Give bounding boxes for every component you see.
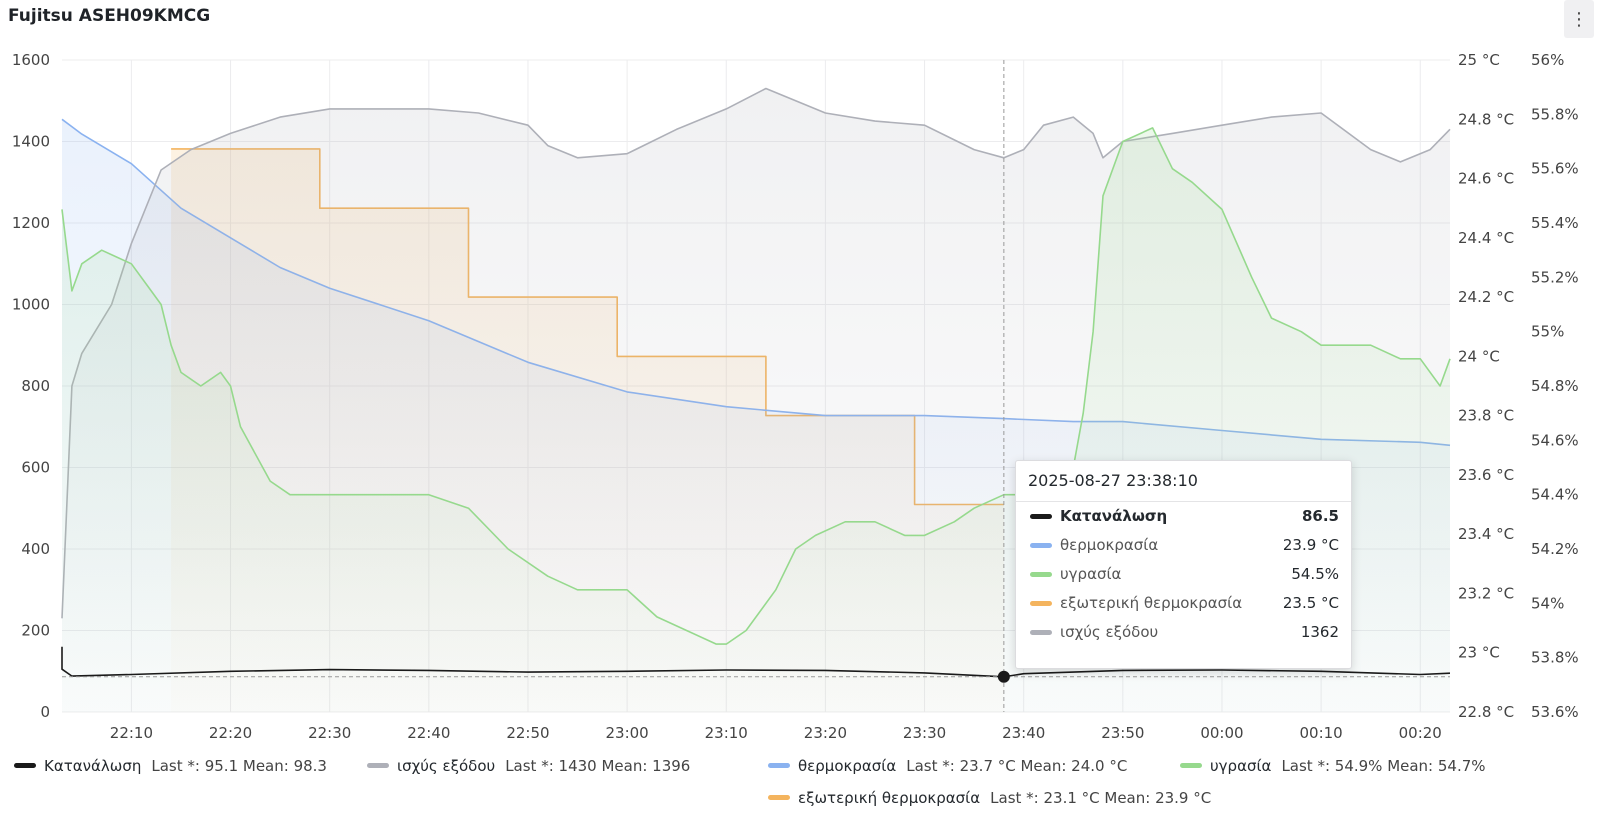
right-axis-humidity-tick-label: 55.8%	[1531, 105, 1579, 123]
right-axis-temperature-tick-label: 22.8 °C	[1458, 703, 1514, 721]
panel-title: Fujitsu ASEH09KMCG	[8, 6, 211, 26]
tooltip-time: 2025-08-27 23:38:10	[1016, 461, 1351, 502]
right-axis-temperature-tick-label: 23.6 °C	[1458, 466, 1514, 484]
legend-series-name: ισχύς εξόδου	[397, 757, 496, 775]
tooltip-row-outdoor-temperature: εξωτερική θερμοκρασία 23.5 °C	[1016, 589, 1351, 618]
hover-tooltip: 2025-08-27 23:38:10 Κατανάλωση 86.5 θερμ…	[1015, 460, 1352, 669]
tooltip-series-name: υγρασία	[1060, 565, 1122, 583]
right-axis-temperature-tick-label: 23.2 °C	[1458, 584, 1514, 602]
right-axis-temperature-tick-label: 24 °C	[1458, 347, 1500, 365]
series-line	[61, 87, 1451, 619]
hover-point-marker	[997, 670, 1010, 683]
legend-series-stats: Last *: 23.1 °C Mean: 23.9 °C	[990, 789, 1212, 807]
right-axis-temperature-tick-label: 23 °C	[1458, 644, 1500, 662]
y-axis-tick-label: 400	[21, 540, 50, 558]
panel-menu-button[interactable]: ⋮	[1564, 0, 1594, 38]
series-color-swatch	[1030, 543, 1052, 548]
tooltip-series-name: ισχύς εξόδου	[1060, 623, 1159, 641]
x-axis-tick-label: 22:10	[110, 724, 153, 740]
tooltip-series-value: 23.5 °C	[1282, 594, 1339, 612]
x-axis-tick-label: 00:10	[1299, 724, 1342, 740]
legend-series-name: Κατανάλωση	[44, 757, 142, 775]
legend-item-temperature[interactable]: θερμοκρασία Last *: 23.7 °C Mean: 24.0 °C	[768, 757, 1137, 775]
series-line	[61, 127, 1451, 645]
x-axis-tick-label: 22:30	[308, 724, 351, 740]
x-axis-tick-label: 00:00	[1200, 724, 1243, 740]
legend-item-humidity[interactable]: υγρασία Last *: 54.9% Mean: 54.7%	[1180, 757, 1496, 775]
legend-series-name: θερμοκρασία	[798, 757, 897, 775]
legend-item-consumption[interactable]: Κατανάλωση Last *: 95.1 Mean: 98.3	[14, 757, 337, 775]
right-axis-humidity-tick-label: 54%	[1531, 594, 1564, 612]
legend-series-stats: Last *: 54.9% Mean: 54.7%	[1281, 757, 1486, 775]
right-axis-temperature-tick-label: 24.8 °C	[1458, 110, 1514, 128]
y-axis-tick-label: 0	[40, 703, 50, 721]
x-axis-tick-label: 23:20	[804, 724, 847, 740]
legend-item-output-power[interactable]: ισχύς εξόδου Last *: 1430 Mean: 1396	[367, 757, 700, 775]
series-color-swatch	[1030, 601, 1052, 606]
legend-series-name: υγρασία	[1210, 757, 1272, 775]
right-axis-humidity-tick-label: 54.4%	[1531, 486, 1579, 504]
y-axis-tick-label: 600	[21, 459, 50, 477]
legend-series-stats: Last *: 95.1 Mean: 98.3	[151, 757, 327, 775]
right-axis-temperature-tick-label: 24.2 °C	[1458, 288, 1514, 306]
right-axis-temperature-tick-label: 23.4 °C	[1458, 525, 1514, 543]
time-series-chart[interactable]: 0 200 400 600 800 1000 1200 1400 1600 22:10 22:20 2…	[0, 0, 1600, 740]
right-axis-humidity-tick-label: 53.6%	[1531, 703, 1579, 721]
right-axis-humidity-tick-label: 54.6%	[1531, 431, 1579, 449]
x-axis-tick-label: 22:20	[209, 724, 252, 740]
right-axis-humidity-tick-label: 53.8%	[1531, 649, 1579, 667]
x-axis-tick-label: 23:50	[1101, 724, 1144, 740]
x-axis-tick-label: 23:40	[1002, 724, 1045, 740]
tooltip-series-value: 86.5	[1301, 507, 1339, 525]
legend-color-swatch	[367, 763, 389, 768]
legend-color-swatch	[1180, 763, 1202, 768]
series-line	[61, 646, 1451, 678]
tooltip-series-value: 54.5%	[1291, 565, 1339, 583]
series-color-swatch	[1030, 630, 1052, 635]
legend-series-stats: Last *: 23.7 °C Mean: 24.0 °C	[906, 757, 1128, 775]
y-axis-tick-label: 1000	[12, 296, 50, 314]
y-axis-tick-label: 1400	[12, 133, 50, 151]
series-color-swatch	[1030, 572, 1052, 577]
right-axis-temperature-tick-label: 23.8 °C	[1458, 407, 1514, 425]
right-axis-temperature-tick-label: 24.6 °C	[1458, 170, 1514, 188]
tooltip-series-name: Κατανάλωση	[1060, 507, 1168, 525]
right-axis-humidity-tick-label: 54.8%	[1531, 377, 1579, 395]
x-axis-tick-label: 23:10	[705, 724, 748, 740]
x-axis-tick-label: 22:50	[506, 724, 549, 740]
right-axis-humidity-tick-label: 56%	[1531, 51, 1564, 69]
x-axis-tick-label: 23:30	[903, 724, 946, 740]
legend-series-name: εξωτερική θερμοκρασία	[798, 789, 981, 807]
y-axis-tick-label: 1200	[12, 214, 50, 232]
series-color-swatch	[1030, 514, 1052, 519]
legend-color-swatch	[768, 795, 790, 800]
right-axis-temperature-tick-label: 25 °C	[1458, 51, 1500, 69]
y-axis-tick-label: 800	[21, 377, 50, 395]
legend-color-swatch	[768, 763, 790, 768]
tooltip-series-name: θερμοκρασία	[1060, 536, 1159, 554]
right-axis-humidity-tick-label: 54.2%	[1531, 540, 1579, 558]
tooltip-row-humidity: υγρασία 54.5%	[1016, 560, 1351, 589]
tooltip-row-output-power: ισχύς εξόδου 1362	[1016, 618, 1351, 647]
more-vertical-icon: ⋮	[1570, 8, 1588, 30]
tooltip-series-name: εξωτερική θερμοκρασία	[1060, 594, 1243, 612]
x-axis-tick-label: 00:20	[1399, 724, 1442, 740]
tooltip-series-value: 1362	[1300, 623, 1339, 641]
x-axis-tick-label: 22:40	[407, 724, 450, 740]
y-axis-tick-label: 1600	[12, 51, 50, 69]
x-axis-tick-label: 23:00	[605, 724, 648, 740]
y-axis-tick-label: 200	[21, 622, 50, 640]
legend-color-swatch	[14, 763, 36, 768]
legend-series-stats: Last *: 1430 Mean: 1396	[505, 757, 691, 775]
legend-item-outdoor-temperature[interactable]: εξωτερική θερμοκρασία Last *: 23.1 °C Mea…	[768, 789, 1221, 807]
right-axis-humidity-tick-label: 55.6%	[1531, 160, 1579, 178]
tooltip-series-value: 23.9 °C	[1282, 536, 1339, 554]
tooltip-row-temperature: θερμοκρασία 23.9 °C	[1016, 531, 1351, 560]
right-axis-temperature-tick-label: 24.4 °C	[1458, 229, 1514, 247]
tooltip-row-consumption: Κατανάλωση 86.5	[1016, 502, 1351, 531]
right-axis-humidity-tick-label: 55%	[1531, 323, 1564, 341]
right-axis-humidity-tick-label: 55.4%	[1531, 214, 1579, 232]
right-axis-humidity-tick-label: 55.2%	[1531, 268, 1579, 286]
